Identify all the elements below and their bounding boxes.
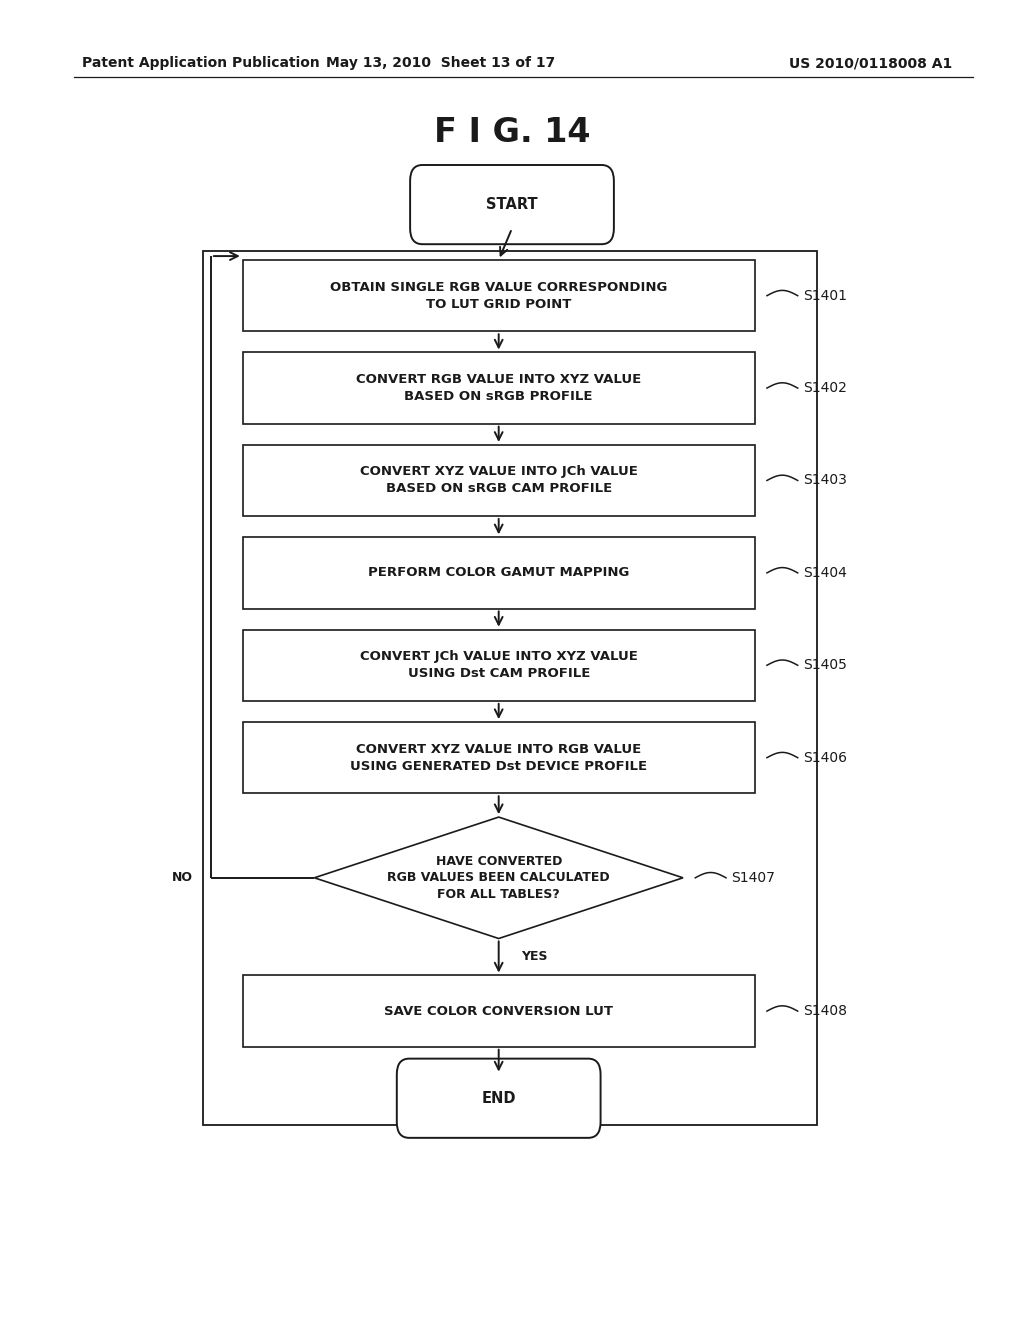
Text: S1402: S1402 xyxy=(803,381,847,395)
Text: END: END xyxy=(481,1090,516,1106)
FancyBboxPatch shape xyxy=(243,352,755,424)
FancyBboxPatch shape xyxy=(410,165,613,244)
Text: CONVERT JCh VALUE INTO XYZ VALUE
USING Dst CAM PROFILE: CONVERT JCh VALUE INTO XYZ VALUE USING D… xyxy=(359,651,638,680)
Text: F I G. 14: F I G. 14 xyxy=(434,116,590,149)
Text: S1406: S1406 xyxy=(803,751,847,764)
FancyBboxPatch shape xyxy=(396,1059,600,1138)
FancyBboxPatch shape xyxy=(243,630,755,701)
Text: HAVE CONVERTED
RGB VALUES BEEN CALCULATED
FOR ALL TABLES?: HAVE CONVERTED RGB VALUES BEEN CALCULATE… xyxy=(387,855,610,900)
Text: CONVERT XYZ VALUE INTO RGB VALUE
USING GENERATED Dst DEVICE PROFILE: CONVERT XYZ VALUE INTO RGB VALUE USING G… xyxy=(350,743,647,772)
Text: YES: YES xyxy=(521,950,548,964)
Text: START: START xyxy=(486,197,538,213)
Text: CONVERT XYZ VALUE INTO JCh VALUE
BASED ON sRGB CAM PROFILE: CONVERT XYZ VALUE INTO JCh VALUE BASED O… xyxy=(359,466,638,495)
FancyBboxPatch shape xyxy=(243,260,755,331)
FancyBboxPatch shape xyxy=(243,722,755,793)
Text: S1407: S1407 xyxy=(731,871,775,884)
FancyBboxPatch shape xyxy=(243,445,755,516)
Text: US 2010/0118008 A1: US 2010/0118008 A1 xyxy=(788,57,952,70)
Text: S1405: S1405 xyxy=(803,659,847,672)
Polygon shape xyxy=(314,817,683,939)
Text: May 13, 2010  Sheet 13 of 17: May 13, 2010 Sheet 13 of 17 xyxy=(326,57,555,70)
Text: S1403: S1403 xyxy=(803,474,847,487)
Text: PERFORM COLOR GAMUT MAPPING: PERFORM COLOR GAMUT MAPPING xyxy=(368,566,630,579)
Text: SAVE COLOR CONVERSION LUT: SAVE COLOR CONVERSION LUT xyxy=(384,1005,613,1018)
Text: S1408: S1408 xyxy=(803,1005,847,1018)
Text: S1401: S1401 xyxy=(803,289,847,302)
Text: S1404: S1404 xyxy=(803,566,847,579)
FancyBboxPatch shape xyxy=(243,537,755,609)
Text: OBTAIN SINGLE RGB VALUE CORRESPONDING
TO LUT GRID POINT: OBTAIN SINGLE RGB VALUE CORRESPONDING TO… xyxy=(330,281,668,310)
Text: Patent Application Publication: Patent Application Publication xyxy=(82,57,319,70)
Text: CONVERT RGB VALUE INTO XYZ VALUE
BASED ON sRGB PROFILE: CONVERT RGB VALUE INTO XYZ VALUE BASED O… xyxy=(356,374,641,403)
FancyBboxPatch shape xyxy=(243,975,755,1047)
Text: NO: NO xyxy=(171,871,193,884)
